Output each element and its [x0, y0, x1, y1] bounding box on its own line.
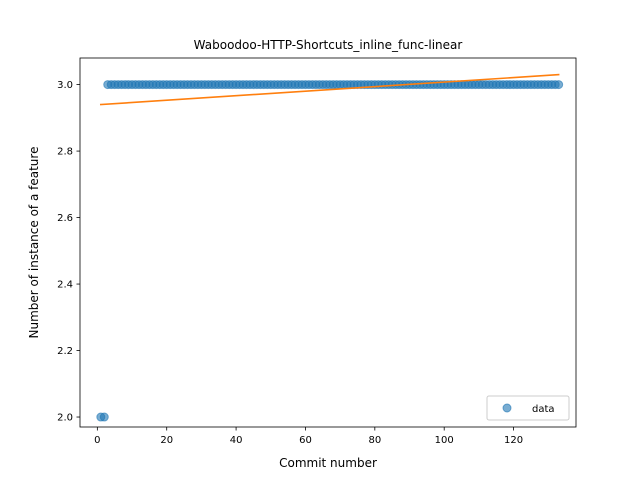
y-tick-label: 2.2 [57, 346, 73, 357]
y-axis-label: Number of instance of a feature [27, 147, 41, 339]
x-tick-label: 100 [435, 435, 454, 446]
plot-area [79, 57, 577, 428]
y-tick-label: 2.4 [57, 280, 73, 291]
legend: data [486, 395, 570, 421]
x-tick-label: 80 [368, 435, 381, 446]
x-tick-label: 120 [504, 435, 523, 446]
legend-box [486, 395, 570, 421]
y-tick-label: 2.8 [57, 147, 73, 158]
y-tick-label: 3.0 [57, 80, 73, 91]
x-tick-label: 0 [94, 435, 100, 446]
fit-line [99, 73, 560, 106]
x-tick-label: 60 [299, 435, 312, 446]
legend-label: data [532, 404, 555, 415]
chart-title: Waboodoo-HTTP-Shortcuts_inline_func-line… [194, 38, 463, 52]
y-tick-label: 2.0 [57, 413, 73, 424]
legend-marker [502, 403, 512, 413]
x-tick-label: 20 [160, 435, 173, 446]
data-point [554, 80, 564, 90]
axes-frame [79, 57, 577, 428]
data-point [99, 412, 109, 422]
x-axis-ticks: 0 20 40 60 80 100 120 [94, 427, 523, 446]
x-tick-label: 40 [230, 435, 243, 446]
y-axis-ticks: 2.0 2.2 2.4 2.6 2.8 3.0 [57, 80, 80, 424]
x-axis-label: Commit number [279, 456, 377, 470]
y-tick-label: 2.6 [57, 213, 73, 224]
